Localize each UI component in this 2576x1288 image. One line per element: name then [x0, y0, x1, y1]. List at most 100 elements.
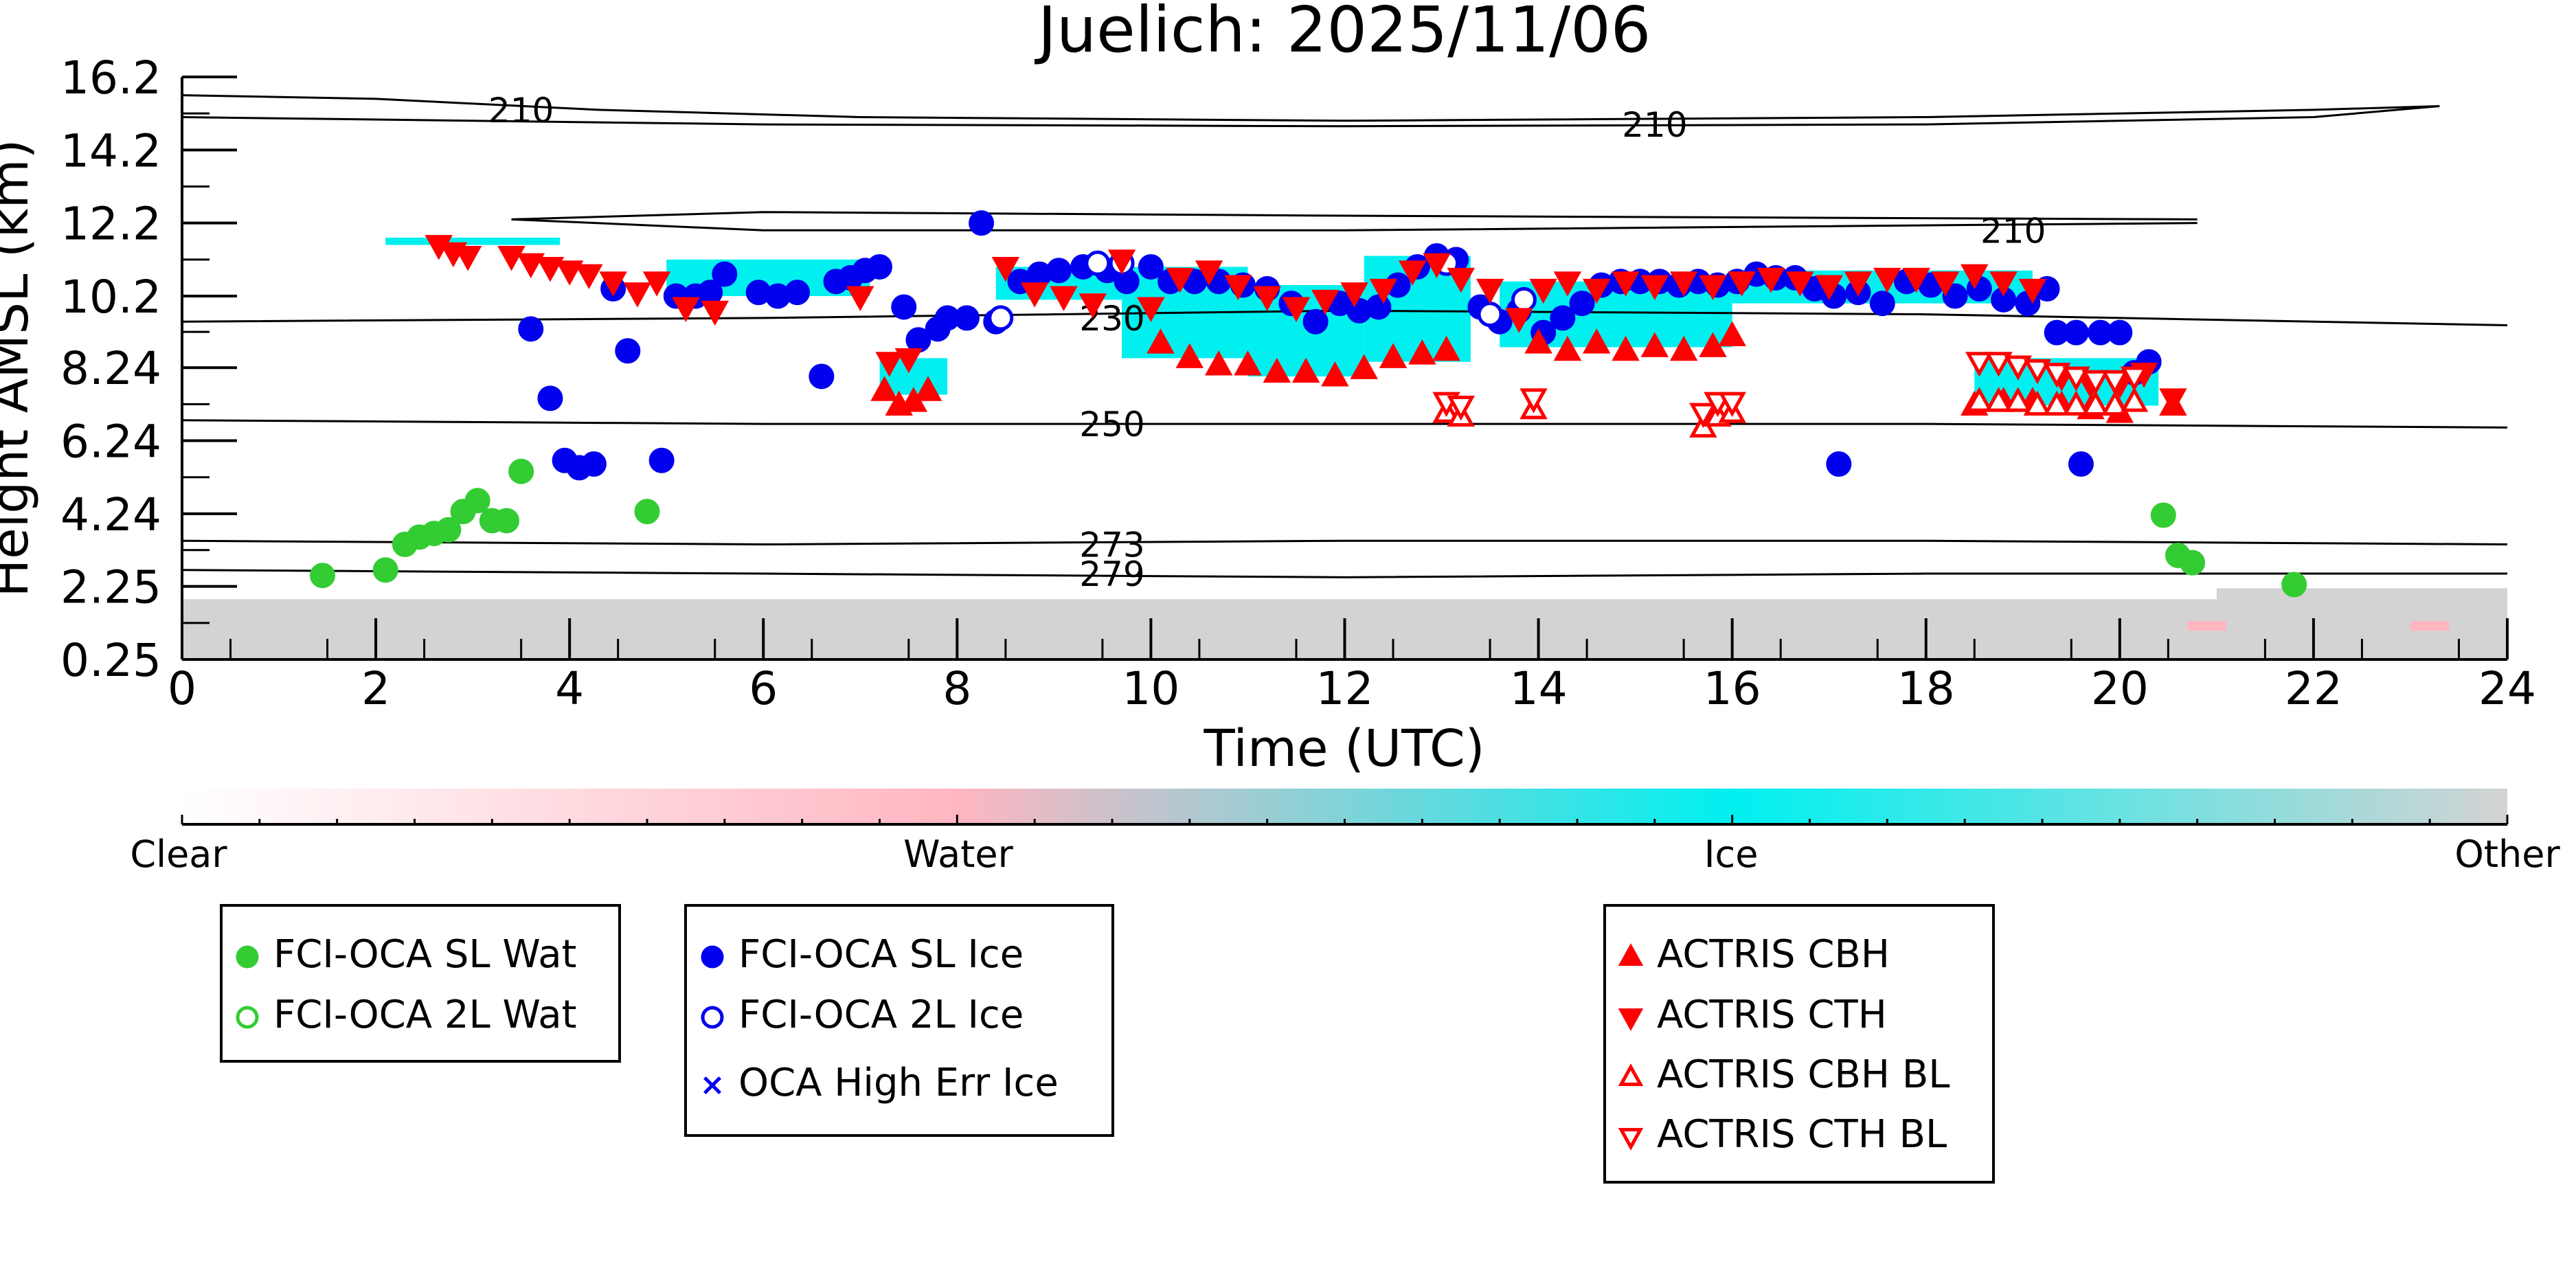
data-point [1511, 286, 1537, 313]
legend-label-2l-wat: FCI-OCA 2L Wat [273, 993, 577, 1037]
contour-label: 210 [1980, 211, 2046, 251]
data-point [648, 447, 675, 473]
legend-label-sl-ice: FCI-OCA SL Ice [738, 932, 1024, 977]
data-point [2004, 387, 2032, 412]
contour-label: 210 [1622, 105, 1687, 145]
data-point [2018, 278, 2047, 304]
legend-symbol [1618, 943, 1644, 966]
data-point [1985, 352, 2013, 377]
series-actris-cth-bl [1432, 352, 2149, 429]
data-point [2159, 388, 2187, 414]
ice-class-region [385, 237, 561, 245]
data-point [1699, 275, 1727, 300]
data-point [642, 271, 671, 297]
colorbar-label-clear: Clear [130, 833, 227, 876]
data-point [1931, 271, 1960, 297]
data-point [1718, 321, 1746, 346]
data-point [1085, 250, 1111, 276]
y-tick-label: 14.2 [60, 124, 161, 177]
series-fci-oca-2l-ice [988, 250, 1537, 331]
legend-symbol [236, 1006, 259, 1029]
data-point [1020, 282, 1049, 308]
legend-water: FCI-OCA SL Wat FCI-OCA 2L Wat [220, 904, 621, 1063]
data-point [1204, 350, 1233, 376]
data-point [1138, 253, 1164, 280]
data-point [580, 451, 607, 477]
contour-label: 273 [1079, 526, 1144, 565]
data-point [2081, 390, 2110, 416]
data-point [1340, 282, 1368, 308]
data-point [599, 271, 627, 297]
data-point [914, 376, 942, 401]
x-tick-label: 0 [168, 662, 196, 715]
data-point [988, 305, 1014, 331]
data-point [846, 286, 874, 311]
y-tick-label: 2.25 [60, 561, 161, 614]
data-point [1718, 392, 1746, 418]
data-point [1447, 395, 1475, 421]
data-point [969, 210, 995, 236]
data-point [1263, 357, 1291, 383]
data-point [2120, 366, 2149, 392]
y-tick-label: 0.25 [60, 634, 161, 687]
legend-ice: FCI-OCA SL Ice FCI-OCA 2L Ice OCA High E… [684, 904, 1114, 1137]
legend-label-cth-bl: ACTRIS CTH BL [1657, 1112, 1947, 1157]
data-point [615, 338, 641, 364]
legend-label-cbh-bl: ACTRIS CBH BL [1657, 1052, 1950, 1097]
data-point [1699, 332, 1727, 357]
data-point [2107, 319, 2133, 346]
y-tick-label: 10.2 [60, 271, 161, 324]
legend-label-2l-ice: FCI-OCA 2L Ice [738, 993, 1024, 1037]
legend-water-frame [220, 904, 621, 1063]
data-point [623, 282, 652, 308]
contour-label: 279 [1079, 554, 1144, 594]
y-tick-label: 12.2 [60, 198, 161, 251]
x-tick-label: 16 [1704, 662, 1761, 715]
data-point [1302, 308, 1329, 335]
data-point [1669, 335, 1698, 361]
isotherm-210 [511, 218, 2197, 231]
data-point [1398, 260, 1427, 286]
isotherm-210 [511, 211, 2197, 221]
contour-label: 210 [488, 91, 554, 131]
data-point [1166, 267, 1194, 293]
y-tick-label: 16.2 [60, 52, 161, 104]
data-point [1291, 357, 1320, 383]
x-ticks: 0 2 4 6 8 10 12 14 16 18 20 22 24 [168, 618, 2536, 715]
water-class-region [2187, 621, 2226, 631]
data-point [555, 260, 584, 286]
data-point [2180, 550, 2206, 576]
data-point [372, 557, 398, 583]
y-tick-label: 8.24 [60, 342, 161, 395]
data-point [1786, 271, 1814, 297]
data-point [1873, 267, 1901, 293]
data-point [517, 253, 545, 279]
water-class-region [2410, 621, 2450, 631]
data-point [1234, 350, 1262, 376]
data-point [875, 352, 903, 377]
chart-title: Juelich: 2025/11/06 [1035, 0, 1651, 67]
x-tick-label: 4 [555, 662, 584, 715]
y-ticks: 0.25 2.25 4.24 6.24 8.24 10.2 12.2 14.2 16.2 [60, 52, 237, 687]
data-point [1175, 343, 1204, 368]
y-tick-label: 6.24 [60, 416, 161, 468]
data-point [1553, 335, 1582, 361]
data-point [1046, 258, 1072, 284]
data-point [1146, 328, 1175, 354]
data-point [1902, 267, 1930, 293]
legend-symbol [703, 1076, 721, 1094]
legend-label-sl-wat: FCI-OCA SL Wat [273, 932, 577, 977]
data-point [508, 458, 534, 484]
data-point [1728, 271, 1756, 297]
data-point [1989, 271, 2018, 297]
data-point [1253, 286, 1281, 311]
isotherm-273 [182, 539, 2507, 546]
data-point [1311, 289, 1340, 315]
data-point [991, 256, 1020, 282]
data-point [1569, 291, 1595, 317]
data-point [1869, 291, 1895, 317]
legend-symbols [236, 943, 1644, 1151]
data-point [2062, 390, 2090, 416]
data-point [1447, 267, 1475, 293]
x-tick-label: 24 [2478, 662, 2536, 715]
